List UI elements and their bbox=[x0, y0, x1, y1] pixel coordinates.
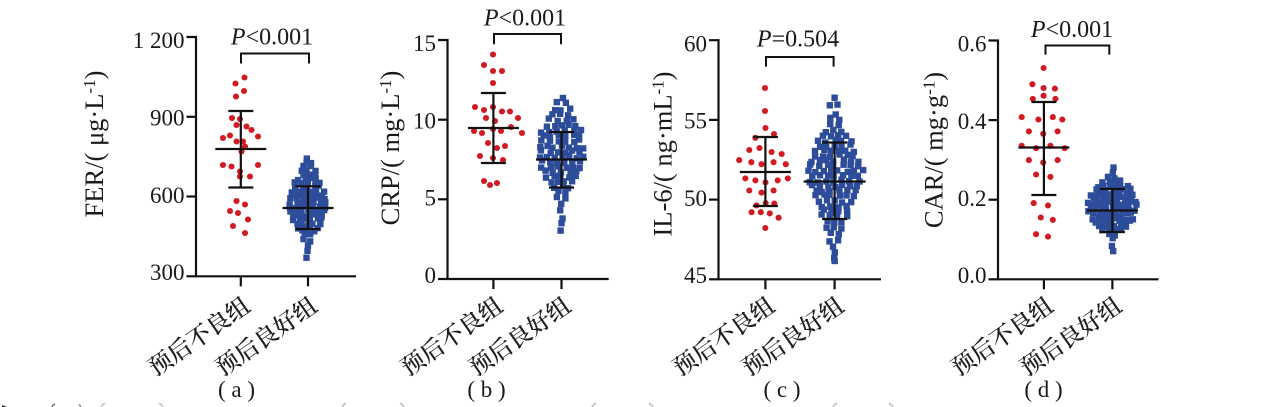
svg-text:P<0.001: P<0.001 bbox=[1030, 17, 1113, 43]
svg-text:FER/( μg·L-1): FER/( μg·L-1) bbox=[79, 71, 109, 218]
svg-text:( b ): ( b ) bbox=[467, 377, 505, 402]
svg-text:CRP/( mg·L-1): CRP/( mg·L-1) bbox=[375, 71, 405, 226]
svg-text:300: 300 bbox=[150, 260, 185, 285]
svg-text:IL-6/( ng·mL-1): IL-6/( ng·mL-1) bbox=[648, 71, 678, 236]
svg-text:50: 50 bbox=[684, 186, 707, 211]
svg-text:0.6: 0.6 bbox=[958, 32, 987, 57]
svg-text:900: 900 bbox=[150, 106, 185, 131]
svg-text:60: 60 bbox=[684, 31, 707, 56]
svg-text:600: 600 bbox=[150, 183, 185, 208]
svg-text:15: 15 bbox=[413, 31, 436, 56]
svg-text:1 200: 1 200 bbox=[133, 28, 185, 53]
svg-text:( c ): ( c ) bbox=[763, 377, 800, 402]
svg-text:P<0.001: P<0.001 bbox=[483, 6, 566, 32]
svg-text:( a ): ( a ) bbox=[218, 377, 255, 402]
svg-text:0: 0 bbox=[425, 263, 437, 288]
svg-text:0.2: 0.2 bbox=[958, 186, 987, 211]
svg-text:CAR/( mg·g-1): CAR/( mg·g-1) bbox=[919, 72, 949, 228]
svg-text:5: 5 bbox=[425, 186, 437, 211]
svg-text:( d ): ( d ) bbox=[1024, 377, 1062, 402]
svg-text:P=0.504: P=0.504 bbox=[756, 27, 839, 53]
svg-text:0.0: 0.0 bbox=[958, 263, 987, 288]
svg-text:10: 10 bbox=[413, 108, 436, 133]
svg-text:45: 45 bbox=[684, 263, 707, 288]
svg-text:55: 55 bbox=[684, 109, 707, 134]
svg-text:0.4: 0.4 bbox=[958, 109, 987, 134]
svg-text:P<0.001: P<0.001 bbox=[230, 25, 313, 51]
